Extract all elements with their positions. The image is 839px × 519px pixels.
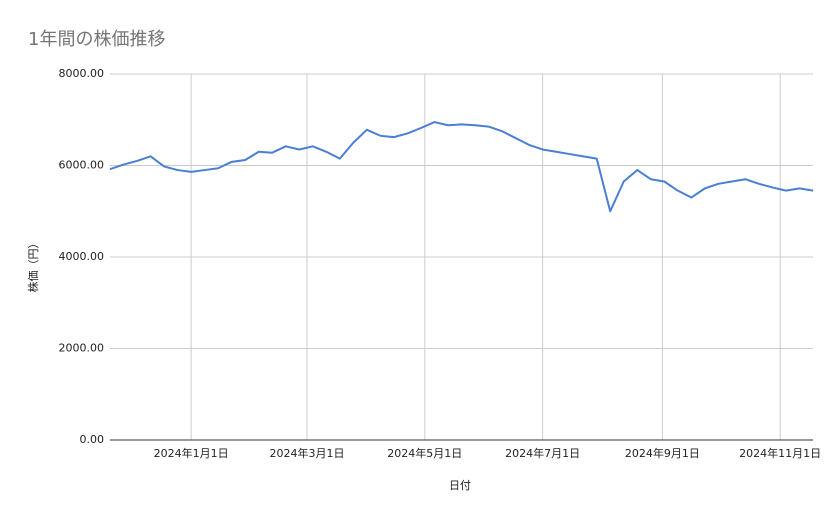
y-axis-title: 株価（円） bbox=[26, 238, 40, 293]
x-tick-label: 2024年1月1日 bbox=[154, 446, 229, 460]
y-tick-label: 2000.00 bbox=[59, 342, 105, 355]
x-axis-title: 日付 bbox=[449, 479, 471, 492]
y-tick-label: 8000.00 bbox=[59, 67, 105, 80]
data-line bbox=[109, 121, 814, 213]
x-tick-label: 2024年5月1日 bbox=[387, 446, 462, 460]
x-tick-label: 2024年7月1日 bbox=[505, 446, 580, 460]
x-tick-label: 2024年11月1日 bbox=[739, 446, 821, 460]
x-tick-label: 2024年3月1日 bbox=[269, 446, 344, 460]
x-tick-label: 2024年9月1日 bbox=[625, 446, 700, 460]
y-tick-label: 0.00 bbox=[80, 433, 105, 446]
y-tick-label: 6000.00 bbox=[59, 159, 105, 172]
y-tick-label: 4000.00 bbox=[59, 250, 105, 263]
chart-title: 1年間の株価推移 bbox=[28, 29, 165, 50]
